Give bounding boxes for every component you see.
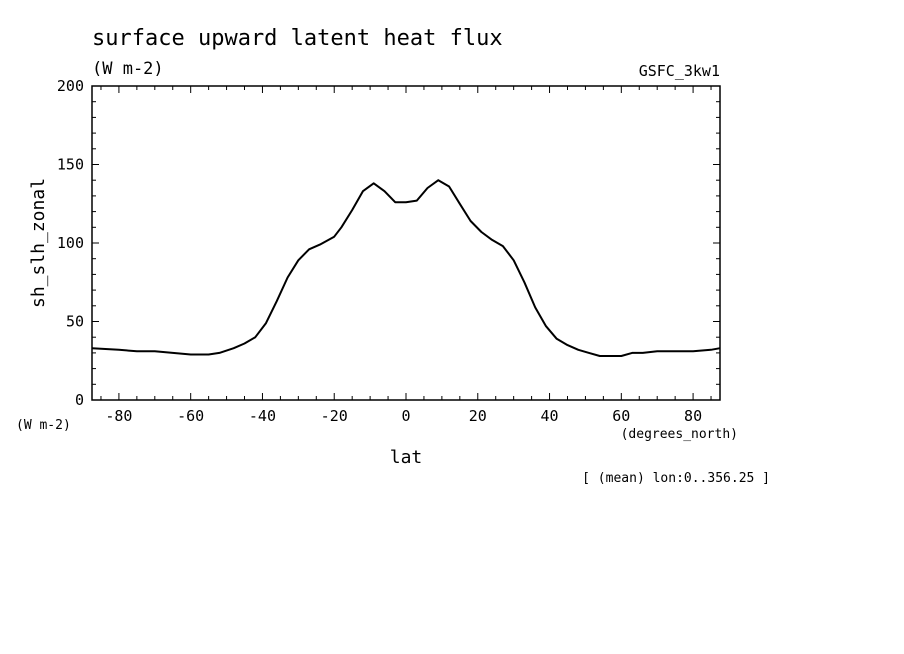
y-tick-label: 150 — [57, 156, 84, 174]
y-tick-label: 0 — [75, 391, 84, 409]
x-tick-label: 0 — [401, 407, 410, 425]
y-axis-label: sh_slh_zonal — [28, 178, 49, 308]
x-tick-label: -80 — [105, 407, 132, 425]
x-tick-label: 20 — [469, 407, 487, 425]
x-axis-unit: (degrees_north) — [621, 427, 738, 442]
source-label: GSFC_3kw1 — [639, 62, 720, 80]
x-tick-label: 80 — [684, 407, 702, 425]
y-tick-labels: 0 50 100 150 200 — [57, 77, 84, 409]
x-tick-label: -40 — [249, 407, 276, 425]
footnote: [ (mean) lon:0..356.25 ] — [582, 471, 770, 486]
y-axis-unit: (W m-2) — [16, 418, 71, 433]
x-axis-label: lat — [390, 447, 423, 468]
x-tick-label: 60 — [612, 407, 630, 425]
plot-frame — [91, 85, 721, 401]
y-tick-label: 200 — [57, 77, 84, 95]
x-tick-label: -20 — [321, 407, 348, 425]
y-tick-label: 50 — [66, 313, 84, 331]
series-line — [91, 179, 721, 357]
x-tick-labels: -80 -60 -40 -20 0 20 40 60 80 — [105, 407, 702, 425]
chart-title: surface upward latent heat flux — [92, 26, 503, 51]
y-tick-label: 100 — [57, 234, 84, 252]
chart-subtitle: (W m-2) — [92, 59, 164, 79]
x-tick-label: -60 — [177, 407, 204, 425]
x-tick-label: 40 — [541, 407, 559, 425]
